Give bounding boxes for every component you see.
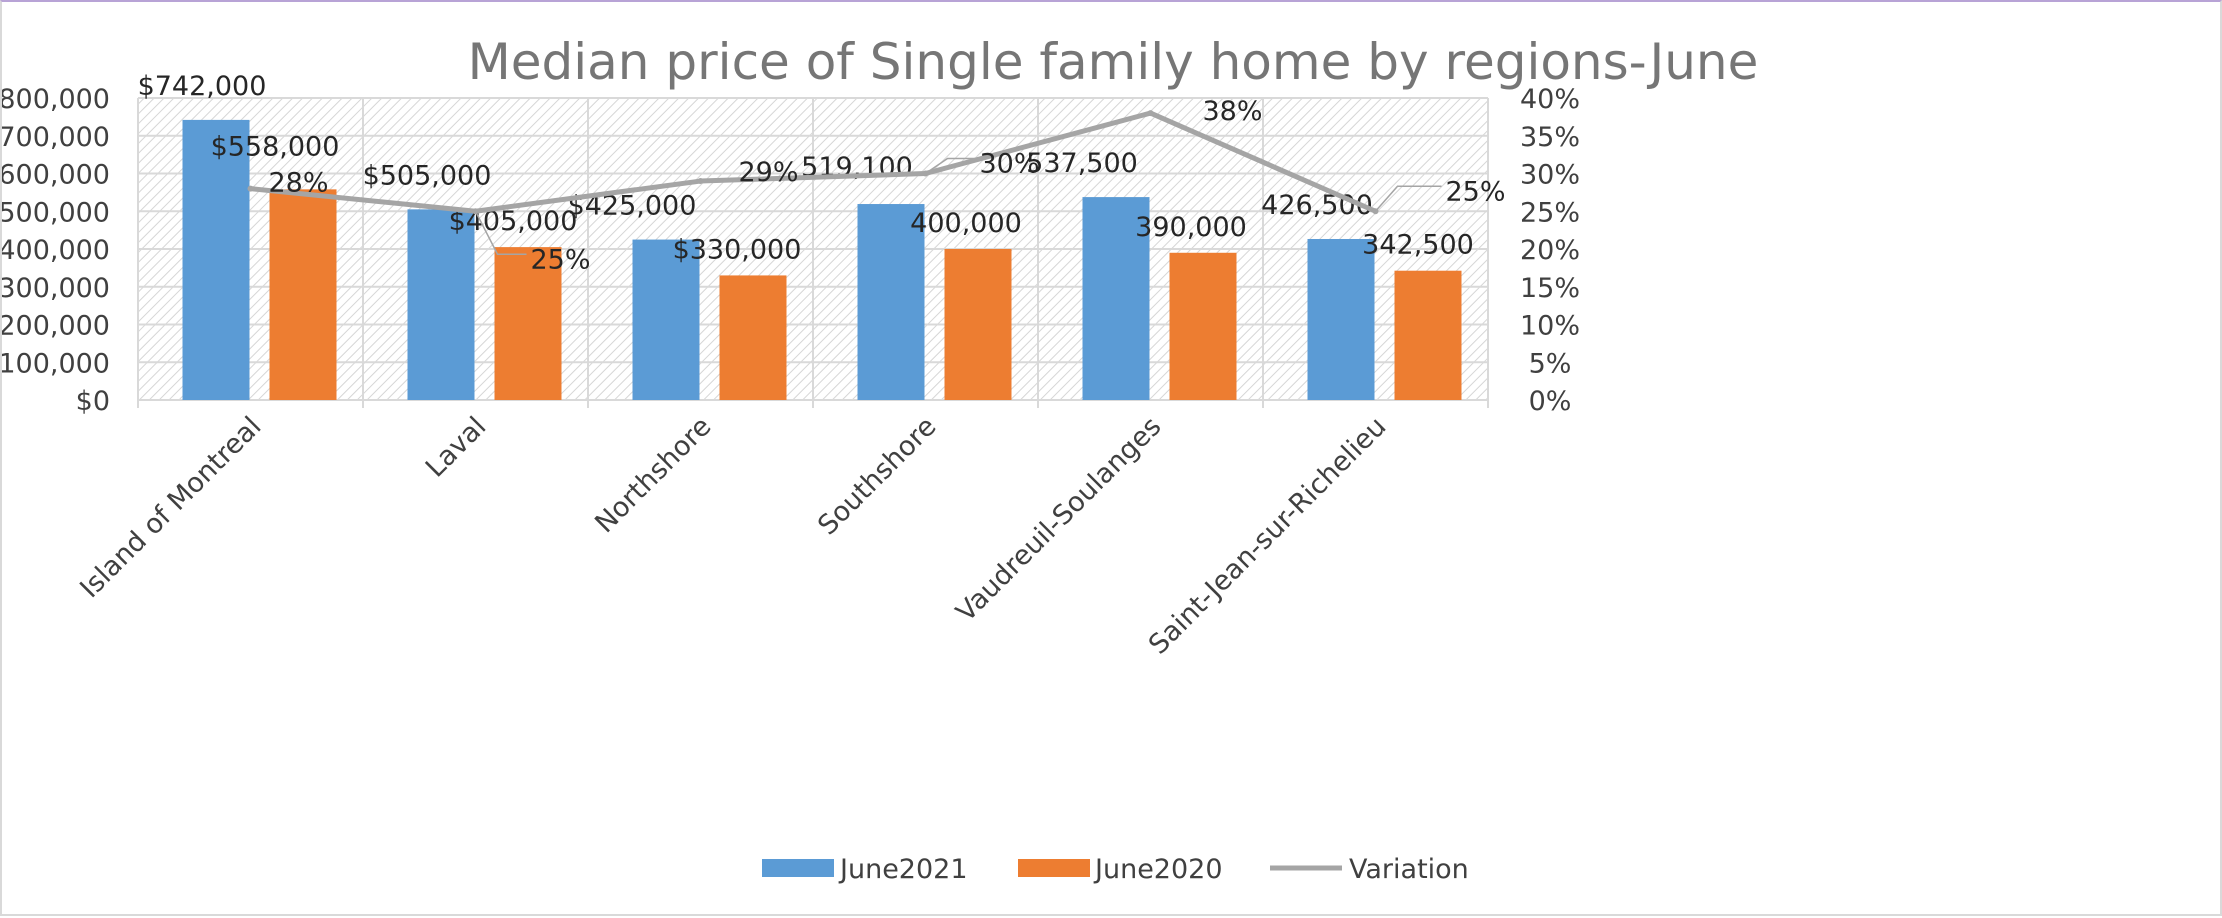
- legend-swatch-june2020: [1018, 859, 1090, 877]
- data-label-june2021: $505,000: [363, 160, 492, 191]
- y-right-tick-label: 10%: [1520, 311, 1580, 342]
- line-point-variation: [697, 178, 704, 185]
- legend-label: June2021: [838, 854, 968, 885]
- data-label-june2020: $558,000: [211, 131, 340, 162]
- legend-label: June2020: [1093, 854, 1223, 885]
- y-right-tick-label: 35%: [1520, 122, 1580, 153]
- y-right-tick-label: 5%: [1529, 348, 1572, 379]
- y-left-tick-label: $100,000: [2, 348, 110, 379]
- x-tick-label: Vaudreuil-Soulanges: [950, 411, 1167, 628]
- x-tick-label: Island of Montreal: [74, 411, 267, 604]
- data-label-variation: 30%: [979, 149, 1039, 180]
- bar-june2020: [1394, 270, 1462, 400]
- bar-june2020: [494, 247, 562, 400]
- data-label-variation: 29%: [738, 157, 798, 188]
- chart-title: Median price of Single family home by re…: [468, 33, 1759, 91]
- line-point-variation: [1147, 110, 1154, 117]
- legend-swatch-june2021: [762, 859, 834, 877]
- bar-june2020: [269, 189, 337, 400]
- y-right-tick-label: 25%: [1520, 197, 1580, 228]
- data-label-variation: 25%: [1445, 176, 1505, 207]
- y-left-tick-label: $500,000: [2, 197, 110, 228]
- y-left-tick-label: $400,000: [2, 235, 110, 266]
- x-tick-label: Northshore: [589, 411, 717, 539]
- y-right-tick-label: 0%: [1529, 386, 1572, 417]
- bar-june2020: [1169, 252, 1237, 400]
- bar-june2021: [1307, 238, 1375, 400]
- data-label-variation: 28%: [268, 168, 328, 199]
- data-label-june2020: 390,000: [1135, 212, 1247, 243]
- data-label-june2021: 537,500: [1026, 148, 1138, 179]
- data-label-leader: [925, 157, 976, 175]
- line-variation: [248, 110, 1378, 214]
- data-label-leader: [474, 210, 527, 255]
- y-right-tick-label: 15%: [1520, 273, 1580, 304]
- bar-june2021: [632, 239, 700, 400]
- data-label-june2020: 400,000: [910, 208, 1022, 239]
- y-right-tick-label: 20%: [1520, 235, 1580, 266]
- data-label-june2020: $330,000: [673, 234, 802, 265]
- bar-june2021: [857, 204, 925, 400]
- bar-june2021: [1082, 197, 1150, 400]
- data-label-variation: 25%: [530, 244, 590, 275]
- data-label-june2021: $742,000: [138, 71, 267, 102]
- y-left-tick-label: $300,000: [2, 273, 110, 304]
- line-point-variation: [247, 185, 254, 192]
- y-right-tick-label: 30%: [1520, 160, 1580, 191]
- bar-june2021: [182, 119, 250, 401]
- x-tick-label: Saint-Jean-sur-Richelieu: [1143, 411, 1393, 661]
- y-left-tick-label: $600,000: [2, 160, 110, 191]
- legend: June2021 June2020 Variation: [762, 854, 1469, 885]
- y-left-tick-label: $200,000: [2, 311, 110, 342]
- x-tick-label: Laval: [420, 411, 493, 484]
- x-tick-label: Southshore: [812, 411, 942, 541]
- data-label-variation: 38%: [1202, 96, 1262, 127]
- bar-june2021: [407, 209, 475, 400]
- data-label-june2021: 426,500: [1261, 190, 1373, 221]
- data-label-leader: [1374, 185, 1442, 212]
- y-left-tick-label: $0: [76, 386, 110, 417]
- data-label-june2020: 342,500: [1362, 230, 1474, 261]
- y-left-tick-label: $800,000: [2, 84, 110, 115]
- bar-june2020: [719, 275, 787, 400]
- y-left-tick-label: $700,000: [2, 122, 110, 153]
- y-right-tick-label: 40%: [1520, 84, 1580, 115]
- legend-label: Variation: [1349, 854, 1469, 885]
- plot-area: $0 $100,000 $200,000 $300,000 $400,000 $500,0…: [2, 71, 1580, 661]
- bar-june2020: [944, 249, 1012, 400]
